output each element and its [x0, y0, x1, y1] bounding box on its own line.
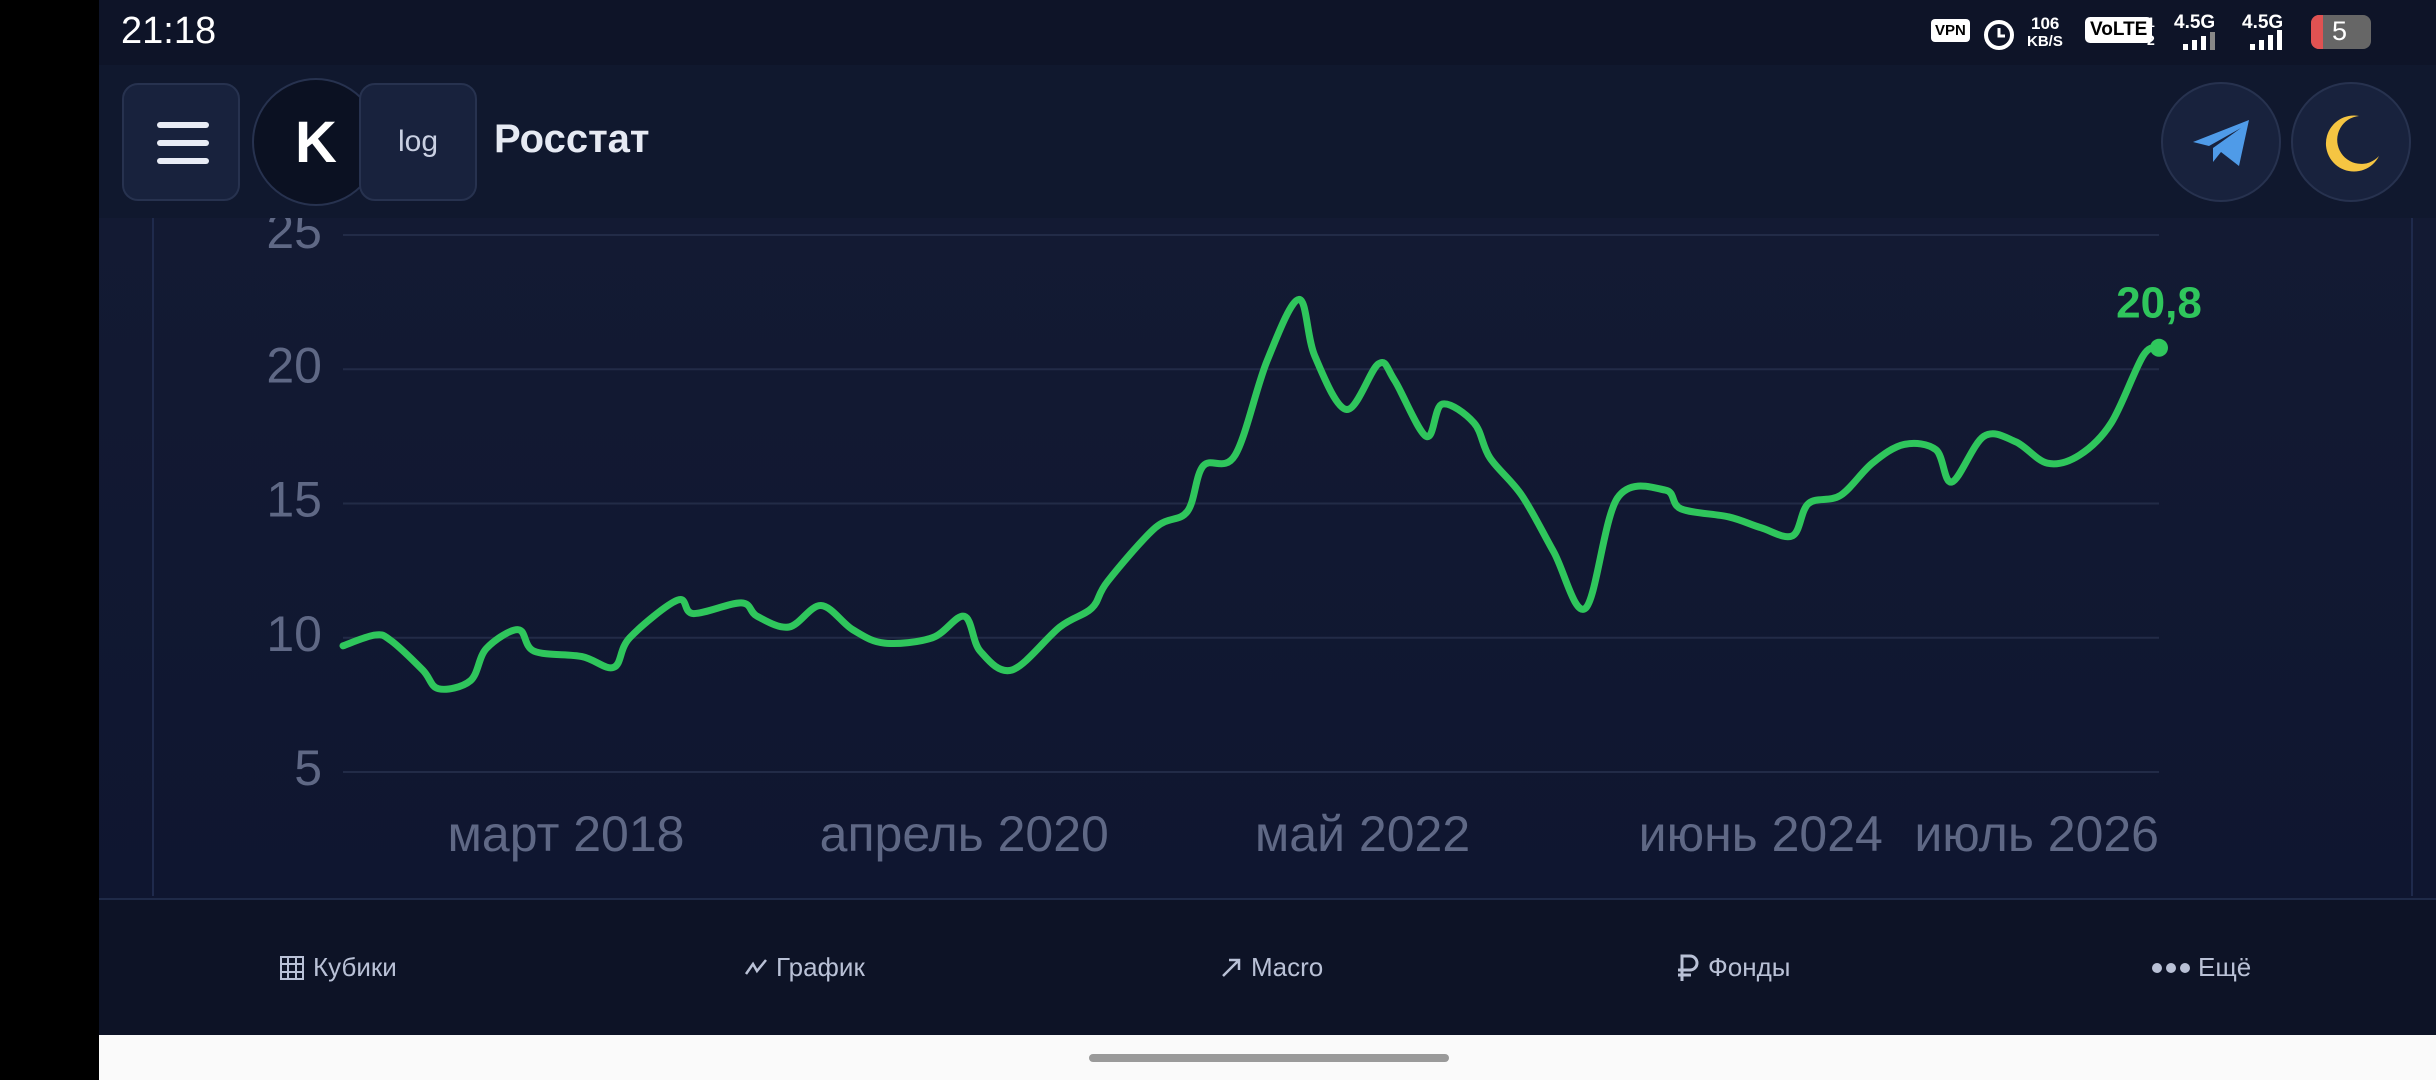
nav-label: Ещё [2198, 952, 2252, 982]
alarm-icon [1984, 20, 2014, 50]
gesture-bar [99, 1035, 2436, 1080]
battery-level: 5 [2332, 16, 2348, 46]
moon-icon [2325, 115, 2379, 172]
value-label: 20,8 [2116, 278, 2202, 327]
menu-icon [157, 122, 209, 164]
header: K log Росстат [99, 65, 2436, 220]
nav-label: График [776, 952, 865, 982]
chart-panel: 5 10 15 20 25 март 2018 апрель 2020 май 2022 июн… [99, 218, 2436, 898]
network-1: 4.5G [2174, 12, 2216, 33]
nav-label: Кубики [313, 952, 397, 982]
x-tick-label: апрель 2020 [820, 806, 1109, 862]
y-tick-label: 20 [266, 337, 322, 393]
clock: 21:18 [121, 10, 217, 52]
telegram-button[interactable] [2161, 82, 2281, 202]
signal-1 [2183, 32, 2215, 50]
chart: 5 10 15 20 25 март 2018 апрель 2020 май 2022 июн… [266, 218, 2202, 862]
bottom-nav: Кубики График Macro Фонды Ещё [99, 898, 2436, 1037]
nav-funds[interactable]: Фонды [1674, 952, 1790, 983]
nav-cubes[interactable]: Кубики [279, 952, 397, 983]
nav-macro[interactable]: Macro [1219, 952, 1323, 983]
y-tick-label: 15 [266, 472, 322, 528]
chart-icon [744, 958, 767, 975]
x-tick-label: март 2018 [448, 806, 685, 862]
log-label: log [397, 125, 439, 158]
end-point [2150, 338, 2168, 357]
battery [2311, 15, 2371, 49]
y-tick-label: 10 [266, 606, 322, 662]
arrow-icon [1222, 958, 1241, 977]
sim-1: 1 [2147, 14, 2155, 30]
ruble-icon [1678, 954, 1699, 981]
vpn-icon: VPN [1931, 19, 1970, 42]
nav-chart[interactable]: График [744, 952, 865, 983]
signal-2 [2250, 30, 2282, 50]
volte-icon: VoLTE [2085, 17, 2153, 43]
theme-button[interactable] [2291, 82, 2411, 202]
net-speed: 106 [2031, 14, 2060, 33]
x-tick-label: июнь 2024 [1639, 806, 1883, 862]
network-2: 4.5G [2242, 12, 2284, 33]
net-speed-unit: KB/S [2027, 33, 2063, 50]
telegram-icon [2193, 120, 2249, 166]
x-tick-label: май 2022 [1255, 806, 1470, 862]
line [339, 295, 2163, 693]
app: 21:18 VPN 106 KB/S VoLTE 1 2 4.5G 4.5G 5… [99, 0, 2436, 1080]
logo-letter: K [295, 109, 337, 175]
nav-label: Фонды [1708, 952, 1791, 982]
nav-label: Macro [1251, 952, 1324, 982]
x-tick-label: июль 2026 [1914, 806, 2159, 862]
home-indicator [1089, 1054, 1449, 1062]
menu-button[interactable] [122, 83, 240, 201]
logo[interactable]: K [252, 78, 380, 206]
grid-icon [280, 955, 304, 980]
status-bar: 21:18 VPN 106 KB/S VoLTE 1 2 4.5G 4.5G 5 [99, 0, 2436, 65]
dots-icon [2152, 962, 2190, 973]
y-tick-label: 25 [266, 218, 322, 259]
page-title: Росстат [494, 117, 650, 161]
chart-frame [152, 218, 2413, 896]
nav-more[interactable]: Ещё [2152, 952, 2251, 983]
sim-2: 2 [2147, 32, 2155, 48]
y-tick-label: 5 [294, 740, 322, 796]
log-button[interactable]: log [359, 83, 477, 201]
